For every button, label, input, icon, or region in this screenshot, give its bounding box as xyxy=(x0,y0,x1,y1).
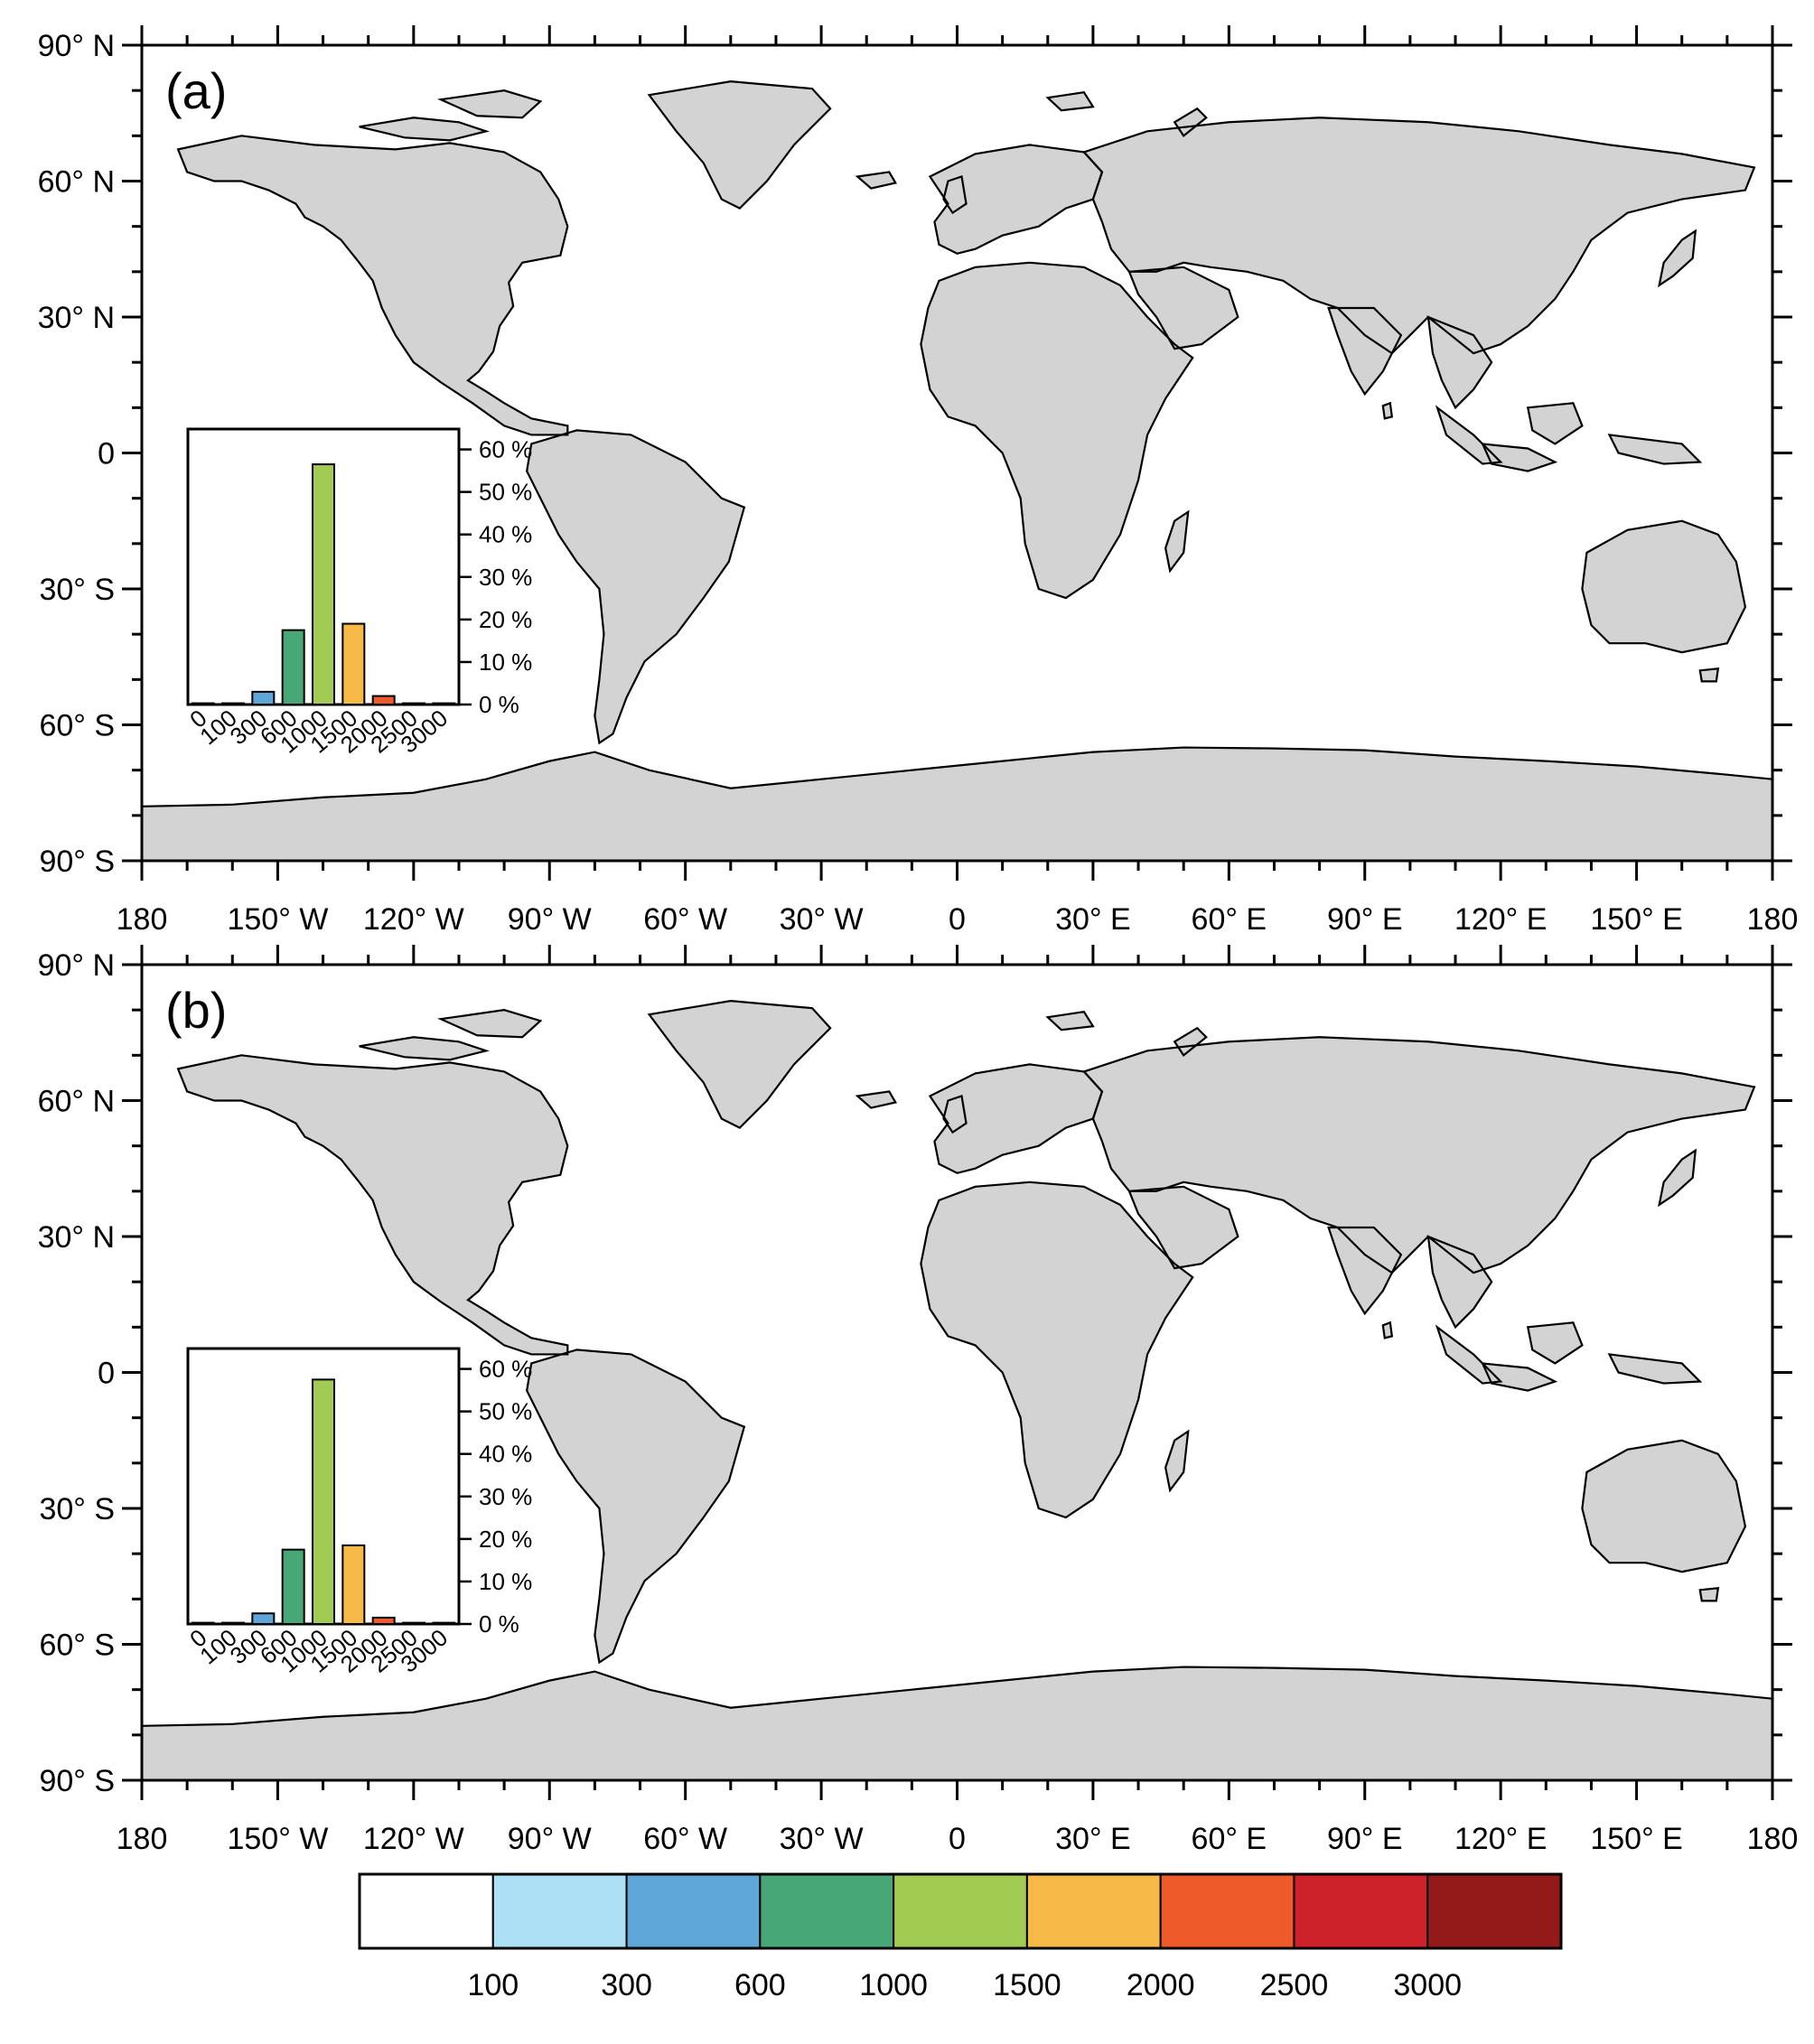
inset-ytick-label: 30 % xyxy=(479,1483,532,1510)
inset-bar xyxy=(221,702,245,705)
lon-label: 120° E xyxy=(1454,902,1547,937)
colorbar-label: 2000 xyxy=(1127,1968,1195,2002)
inset-ytick-label: 0 % xyxy=(479,691,519,718)
inset-bar xyxy=(402,1621,425,1626)
inset-bar xyxy=(341,622,366,705)
lon-label: 60° E xyxy=(1192,902,1267,937)
inset-ytick-label: 20 % xyxy=(479,1526,532,1553)
lon-label: 120° E xyxy=(1454,1822,1547,1856)
inset-histogram: 0 %10 %20 %30 %40 %50 %60 %0100300600100… xyxy=(184,1347,532,1678)
lon-label: 90° E xyxy=(1327,902,1403,937)
inset-bar xyxy=(371,1616,396,1626)
colorbar-swatch xyxy=(1025,1873,1162,1949)
inset-bar xyxy=(312,463,335,705)
colorbar-swatch xyxy=(625,1873,762,1949)
colorbar-label: 1000 xyxy=(859,1968,928,2002)
lon-label: 150° W xyxy=(227,1822,328,1856)
lon-label: 90° W xyxy=(508,1822,592,1856)
lon-label: 150° E xyxy=(1590,1822,1682,1856)
colorbar-label: 600 xyxy=(734,1968,786,2002)
colorbar-label: 3000 xyxy=(1393,1968,1462,2002)
colorbar-label: 100 xyxy=(467,1968,519,2002)
lat-label: 60° N xyxy=(38,165,115,200)
panel-tag: (a) xyxy=(165,62,227,119)
colorbar-label: 300 xyxy=(601,1968,652,2002)
lat-label: 0 xyxy=(98,1357,115,1391)
inset-bar xyxy=(251,690,276,706)
lon-label: 30° E xyxy=(1055,902,1131,937)
colorbar-legend: 100 300 600 1000 1500 2000 2500 3000 xyxy=(358,1872,1563,2002)
colorbar-frame xyxy=(358,1872,1563,1950)
lon-label: 30° E xyxy=(1055,1822,1131,1856)
inset-ytick-label: 50 % xyxy=(479,1398,532,1425)
lon-label: 180 xyxy=(117,1822,168,1856)
lat-label: 90° N xyxy=(38,29,115,63)
lon-label: 0 xyxy=(949,1822,966,1856)
panel-tag: (b) xyxy=(165,982,227,1039)
colorbar-swatch xyxy=(1293,1873,1429,1949)
inset-ytick-label: 40 % xyxy=(479,1441,532,1468)
inset-ytick-label: 60 % xyxy=(479,436,532,463)
colorbar-swatch xyxy=(1159,1873,1295,1949)
inset-ytick-label: 10 % xyxy=(479,1568,532,1595)
lon-label: 0 xyxy=(949,902,966,937)
map-area xyxy=(142,965,1772,1780)
lat-label: 90° N xyxy=(38,948,115,983)
lon-label: 60° W xyxy=(643,902,727,937)
lat-label: 30° S xyxy=(39,573,115,607)
lat-label: 30° N xyxy=(38,1220,115,1255)
inset-bar xyxy=(191,702,215,705)
colorbar-label: 1500 xyxy=(993,1968,1061,2002)
inset-ytick-label: 20 % xyxy=(479,606,532,633)
lat-label: 90° S xyxy=(39,845,115,879)
colorbar-label: 2500 xyxy=(1260,1968,1329,2002)
colorbar-swatch xyxy=(1426,1873,1562,1949)
inset-bar xyxy=(432,702,456,705)
lon-label: 150° W xyxy=(227,902,328,937)
inset-bar xyxy=(312,1378,335,1626)
inset-ytick-label: 0 % xyxy=(479,1610,519,1638)
lon-label: 90° W xyxy=(508,902,592,937)
inset-bar xyxy=(251,1612,276,1626)
lon-label: 30° W xyxy=(780,902,864,937)
lon-label: 60° W xyxy=(643,1822,727,1856)
colorbar-swatch xyxy=(359,1873,494,1949)
lat-label: 60° N xyxy=(38,1085,115,1119)
inset-ytick-label: 40 % xyxy=(479,521,532,548)
lat-label: 30° N xyxy=(38,301,115,335)
inset-bar xyxy=(341,1544,366,1626)
lat-label: 60° S xyxy=(39,709,115,743)
lon-label: 60° E xyxy=(1192,1822,1267,1856)
colorbar-swatch xyxy=(759,1873,895,1949)
lon-label: 120° W xyxy=(363,1822,464,1856)
lat-label: 0 xyxy=(98,437,115,471)
inset-bar xyxy=(281,1548,305,1626)
inset-ytick-label: 30 % xyxy=(479,564,532,591)
inset-bar xyxy=(191,1621,215,1626)
lat-label: 90° S xyxy=(39,1764,115,1798)
colorbar-swatch xyxy=(491,1873,628,1949)
inset-ytick-label: 10 % xyxy=(479,649,532,676)
inset-ytick-label: 60 % xyxy=(479,1356,532,1383)
lat-label: 30° S xyxy=(39,1492,115,1526)
lat-label: 60° S xyxy=(39,1629,115,1663)
inset-bar xyxy=(432,1621,456,1626)
lon-label: 30° W xyxy=(780,1822,864,1856)
lon-label: 120° W xyxy=(363,902,464,937)
lon-label: 180 xyxy=(117,902,168,937)
lon-label: 180 xyxy=(1747,1822,1799,1856)
lon-label: 180 xyxy=(1747,902,1799,937)
lon-label: 90° E xyxy=(1327,1822,1403,1856)
inset-bar xyxy=(281,629,305,705)
inset-bar xyxy=(371,695,396,706)
colorbar-swatch xyxy=(893,1873,1028,1949)
inset-ytick-label: 50 % xyxy=(479,479,532,506)
lon-label: 150° E xyxy=(1590,902,1682,937)
inset-bar xyxy=(402,702,425,705)
inset-bar xyxy=(221,1621,245,1626)
